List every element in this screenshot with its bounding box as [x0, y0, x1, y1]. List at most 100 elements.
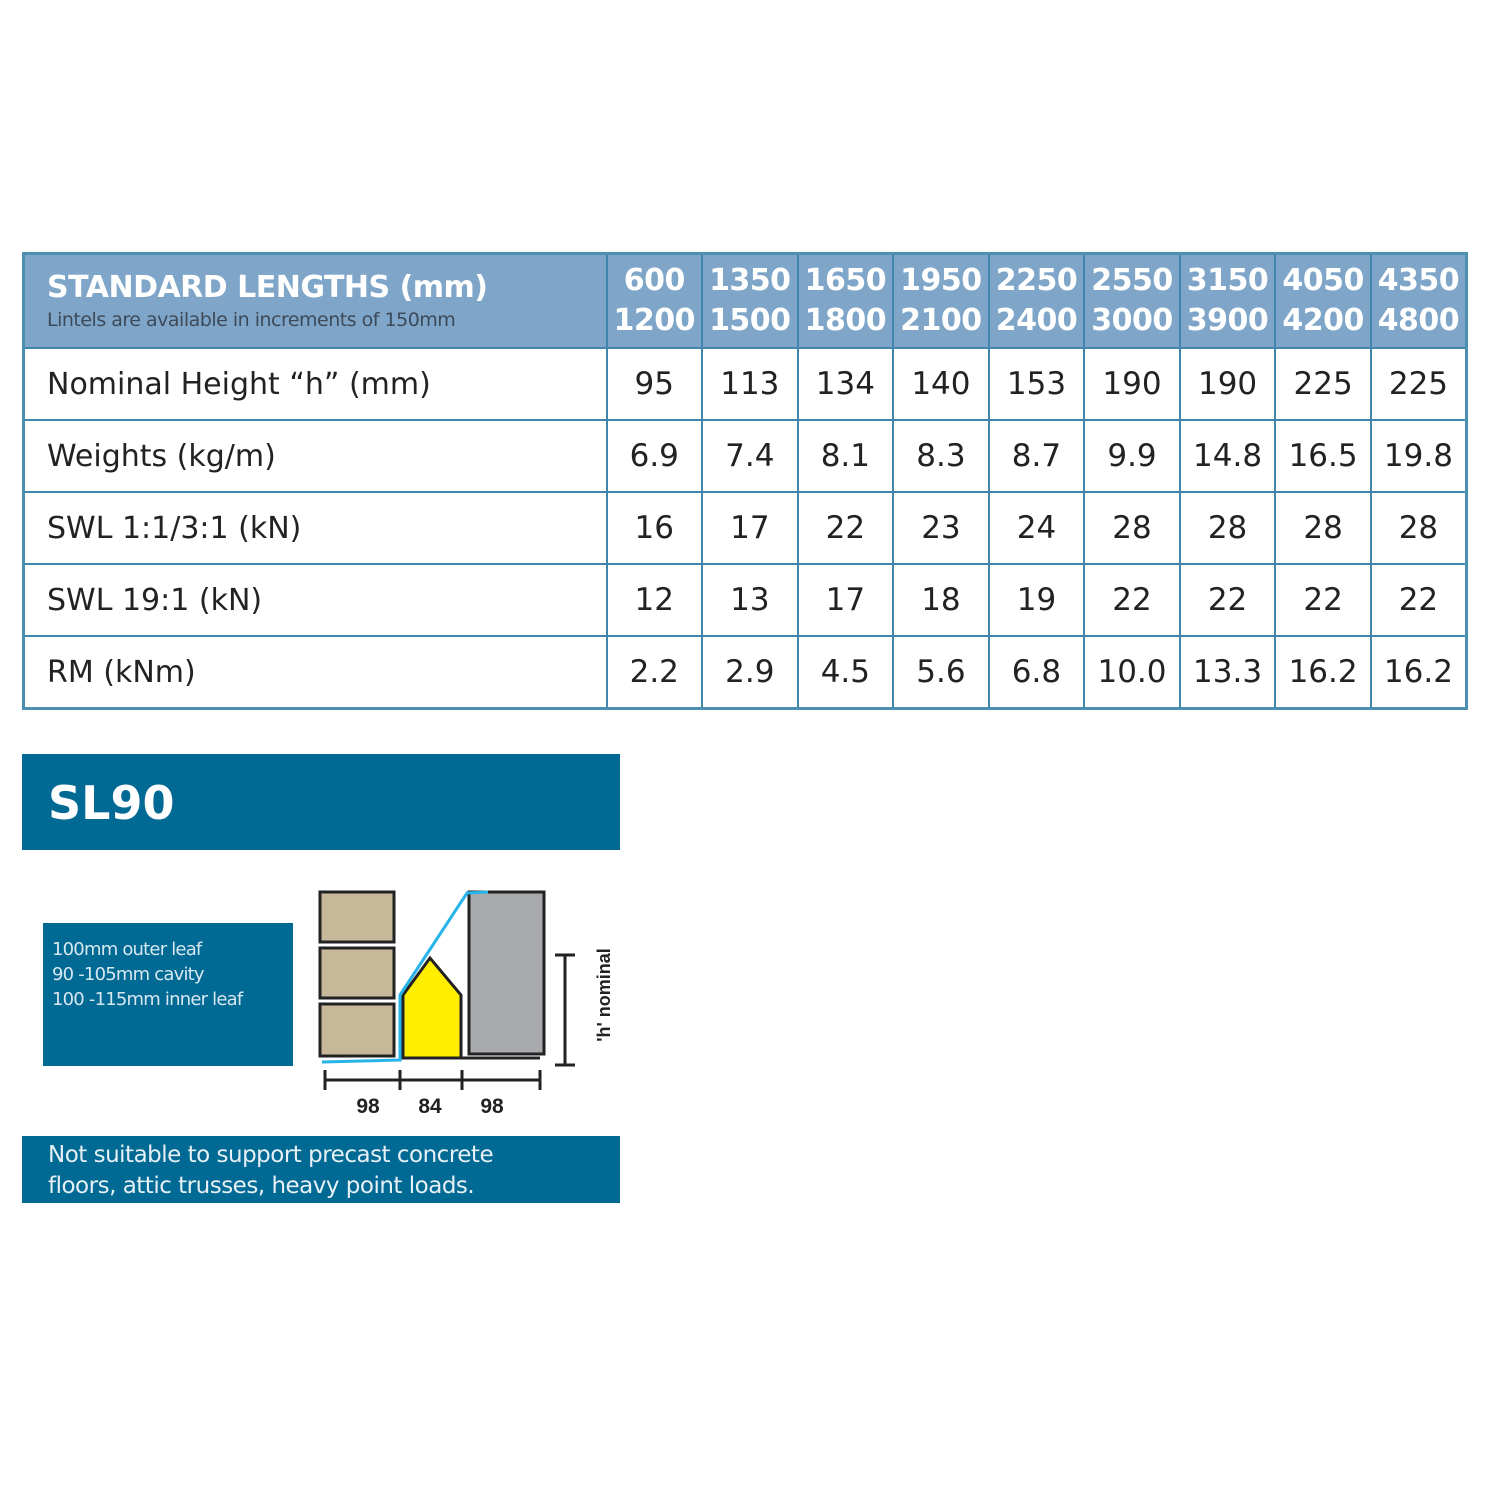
row-label: Weights (kg/m) [22, 419, 608, 493]
value-cell: 2.9 [701, 635, 799, 710]
length-max: 1500 [709, 303, 791, 338]
value-cell: 134 [796, 347, 895, 421]
value-cell: 18 [892, 563, 990, 637]
cavity-spec: 90 -105mm cavity [52, 964, 205, 985]
lintel-insulation [401, 955, 463, 1060]
length-min: 1950 [900, 263, 982, 298]
length-header-cell: 3150 3900 [1178, 252, 1277, 349]
length-max: 3900 [1186, 303, 1269, 338]
row-label: SWL 1:1/3:1 (kN) [22, 491, 608, 565]
value-cell: 19 [987, 563, 1086, 637]
table-row: Weights (kg/m) 6.9 7.4 8.1 8.3 8.7 9.9 14.8 16.5… [22, 419, 1468, 493]
table-title: STANDARD LENGTHS (mm) [47, 270, 488, 305]
value-cell: 23 [892, 491, 990, 565]
product-title-banner: SL90 [22, 754, 620, 850]
value-cell: 140 [892, 347, 990, 421]
length-min: 2250 [995, 263, 1078, 298]
length-min: 600 [623, 263, 686, 298]
value-cell: 6.8 [987, 635, 1086, 710]
value-cell: 153 [987, 347, 1086, 421]
dim-outer: 98 [356, 1095, 380, 1118]
length-max: 3000 [1091, 303, 1173, 338]
value-cell: 14.8 [1178, 419, 1277, 493]
row-label: RM (kNm) [22, 635, 608, 710]
outer-leaf-bricks [318, 890, 396, 1058]
value-cell: 13.3 [1178, 635, 1277, 710]
value-cell: 9.9 [1083, 419, 1181, 493]
value-cell: 5.6 [892, 635, 990, 710]
dim-cavity: 84 [418, 1095, 442, 1118]
value-cell: 10.0 [1083, 635, 1181, 710]
value-cell: 19.8 [1369, 419, 1468, 493]
value-cell: 28 [1274, 491, 1372, 565]
table-row: Nominal Height “h” (mm) 95 113 134 140 153 190… [22, 347, 1468, 421]
value-cell: 22 [1369, 563, 1468, 637]
value-cell: 17 [796, 563, 895, 637]
value-cell: 190 [1178, 347, 1277, 421]
outer-leaf-spec: 100mm outer leaf [52, 939, 202, 960]
height-dimension-line [555, 953, 575, 1067]
usage-warning-banner: Not suitable to support precast concrete… [22, 1136, 620, 1203]
length-max: 4800 [1377, 303, 1460, 338]
length-header-cell: 2250 2400 [987, 252, 1086, 349]
value-cell: 7.4 [701, 419, 799, 493]
value-cell: 13 [701, 563, 799, 637]
length-max: 2400 [995, 303, 1078, 338]
length-header-cell: 1350 1500 [701, 252, 799, 349]
value-cell: 28 [1178, 491, 1277, 565]
value-cell: 225 [1369, 347, 1468, 421]
value-cell: 24 [987, 491, 1086, 565]
value-cell: 8.3 [892, 419, 990, 493]
header-label-cell: STANDARD LENGTHS (mm) Lintels are availa… [22, 252, 608, 349]
length-header-cell: 600 1200 [605, 252, 704, 349]
value-cell: 12 [605, 563, 704, 637]
length-min: 2550 [1091, 263, 1173, 298]
row-label: SWL 19:1 (kN) [22, 563, 608, 637]
product-name: SL90 [48, 776, 175, 830]
lintel-profile [321, 890, 489, 1064]
value-cell: 16.5 [1274, 419, 1372, 493]
value-cell: 8.1 [796, 419, 895, 493]
length-header-cell: 1650 1800 [796, 252, 895, 349]
value-cell: 4.5 [796, 635, 895, 710]
lintel-spec-table: STANDARD LENGTHS (mm) Lintels are availa… [22, 252, 1468, 710]
value-cell: 95 [605, 347, 704, 421]
value-cell: 16.2 [1274, 635, 1372, 710]
length-max: 1800 [804, 303, 887, 338]
warning-line-1: Not suitable to support precast concrete [48, 1142, 494, 1168]
height-label: 'h' nominal [594, 948, 614, 1042]
table-subtitle: Lintels are available in increments of 1… [47, 309, 456, 331]
value-cell: 22 [1178, 563, 1277, 637]
length-max: 4200 [1282, 303, 1364, 338]
value-cell: 28 [1369, 491, 1468, 565]
width-dimension-line [323, 1070, 542, 1090]
inner-leaf-spec: 100 -115mm inner leaf [52, 989, 243, 1010]
length-header-cell: 4350 4800 [1369, 252, 1468, 349]
length-min: 4050 [1282, 263, 1364, 298]
value-cell: 16 [605, 491, 704, 565]
wall-spec-box: 100mm outer leaf 90 -105mm cavity 100 -1… [43, 923, 293, 1066]
length-header-cell: 2550 3000 [1083, 252, 1181, 349]
value-cell: 28 [1083, 491, 1181, 565]
warning-line-2: floors, attic trusses, heavy point loads… [48, 1173, 475, 1199]
table-row: RM (kNm) 2.2 2.9 4.5 5.6 6.8 10.0 13.3 16.2 16.2 [22, 635, 1468, 710]
length-min: 4350 [1377, 263, 1460, 298]
table-row: SWL 1:1/3:1 (kN) 16 17 22 23 24 28 28 28 28 [22, 491, 1468, 565]
value-cell: 22 [1274, 563, 1372, 637]
value-cell: 225 [1274, 347, 1372, 421]
value-cell: 113 [701, 347, 799, 421]
row-label: Nominal Height “h” (mm) [22, 347, 608, 421]
length-header-cell: 4050 4200 [1274, 252, 1372, 349]
table-row: SWL 19:1 (kN) 12 13 17 18 19 22 22 22 22 [22, 563, 1468, 637]
value-cell: 190 [1083, 347, 1181, 421]
length-header-cell: 1950 2100 [892, 252, 990, 349]
value-cell: 22 [796, 491, 895, 565]
value-cell: 16.2 [1369, 635, 1468, 710]
length-max: 1200 [613, 303, 696, 338]
value-cell: 22 [1083, 563, 1181, 637]
dim-inner: 98 [480, 1095, 504, 1118]
inner-leaf-block [467, 890, 546, 1056]
value-cell: 8.7 [987, 419, 1086, 493]
length-max: 2100 [900, 303, 982, 338]
length-min: 3150 [1186, 263, 1269, 298]
